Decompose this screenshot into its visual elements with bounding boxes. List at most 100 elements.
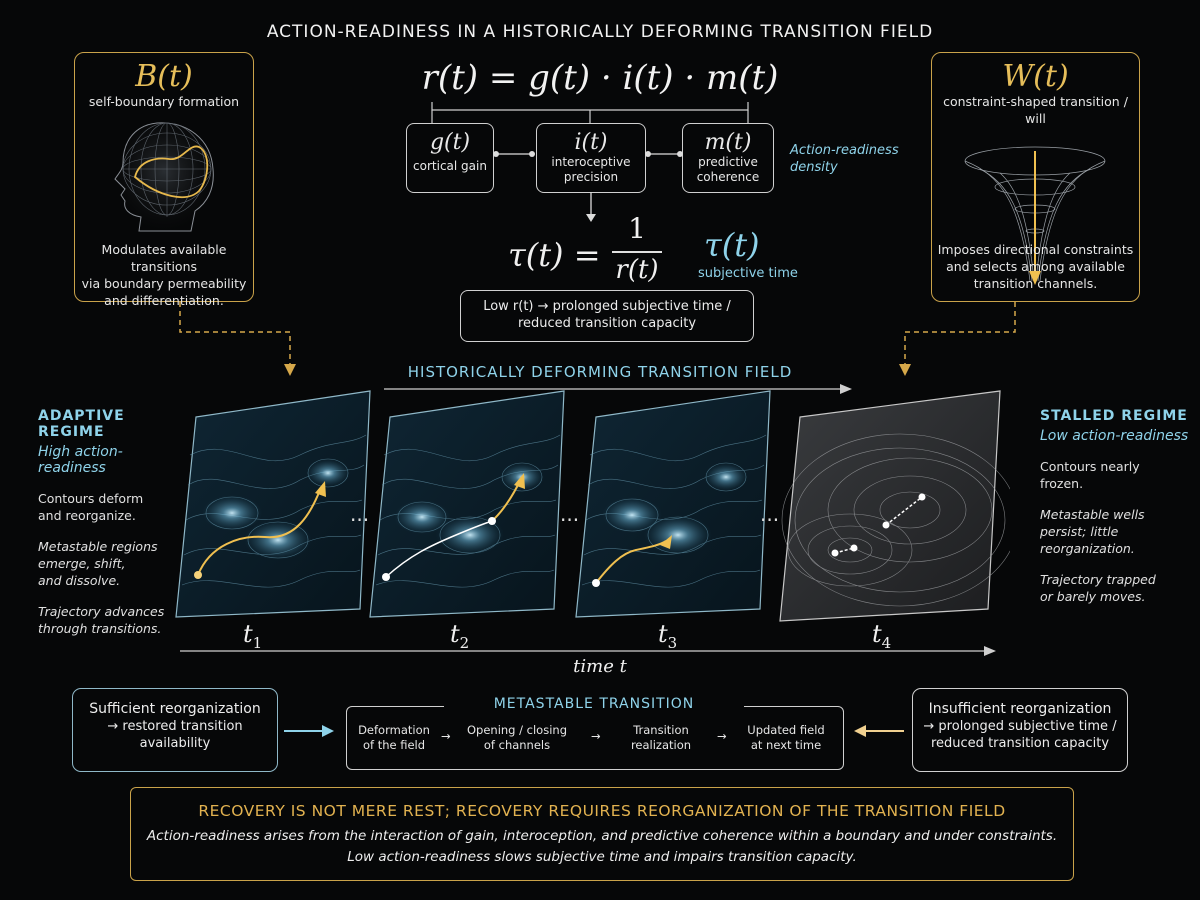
metastable-step-arrow: → bbox=[591, 729, 601, 743]
field-header-arrow bbox=[384, 384, 852, 394]
recovery-box: RECOVERY IS NOT MERE REST; RECOVERY REQU… bbox=[130, 787, 1074, 881]
coherence-label: predictive coherence bbox=[683, 155, 773, 185]
metastable-step-arrow: → bbox=[441, 729, 451, 743]
metastable-step-line: at next time bbox=[750, 738, 822, 752]
density-label-line: density bbox=[790, 160, 838, 175]
adaptive-item-line: Contours deform bbox=[38, 491, 144, 506]
metastable-step-arrow: → bbox=[717, 729, 727, 743]
stalled-item-line: Metastable wells bbox=[1040, 507, 1145, 522]
field-header: HISTORICALLY DEFORMING TRANSITION FIELD bbox=[407, 363, 793, 381]
insufficient-line: reduced transition capacity bbox=[930, 736, 1110, 751]
field-panel-t3 bbox=[575, 390, 771, 618]
funnel-icon bbox=[964, 146, 1106, 285]
tau-symbol: τ(t) bbox=[704, 226, 760, 264]
adaptive-item: Metastable regions emerge, shift, and di… bbox=[38, 538, 188, 589]
will-subtitle: constraint-shaped transition / will bbox=[932, 93, 1139, 127]
sufficient-line: availability bbox=[139, 736, 211, 751]
time-axis bbox=[180, 646, 996, 656]
stalled-item-line: frozen. bbox=[1040, 476, 1084, 491]
boundary-subtitle: self-boundary formation bbox=[88, 94, 240, 109]
sufficient-line: → restored transition bbox=[107, 719, 243, 734]
stalled-subtitle: Low action-readiness bbox=[1040, 428, 1189, 444]
stalled-item-line: Contours nearly bbox=[1040, 459, 1140, 474]
recovery-headline: RECOVERY IS NOT MERE REST; RECOVERY REQU… bbox=[198, 802, 1006, 820]
recovery-line: Action-readiness arises from the interac… bbox=[146, 828, 1058, 844]
time-index: 2 bbox=[459, 633, 470, 652]
panel-gap-dots: ··· bbox=[350, 508, 370, 532]
low-readiness-box: Low r(t) → prolonged subjective time / r… bbox=[460, 290, 754, 342]
adaptive-item-line: emerge, shift, bbox=[38, 556, 126, 571]
time-symbol: t bbox=[872, 620, 882, 648]
tau-denominator: r(t) bbox=[615, 255, 659, 285]
time-label-t3: t3 bbox=[658, 620, 677, 652]
gain-component: g(t) cortical gain bbox=[406, 123, 494, 193]
will-subtitle-line: will bbox=[1025, 111, 1046, 126]
adaptive-item: Trajectory advances through transitions. bbox=[38, 603, 188, 637]
sufficient-reorganization-box: Sufficient reorganization → restored tra… bbox=[72, 688, 278, 772]
metastable-step-line: Updated field bbox=[747, 723, 825, 737]
readiness-formula: r(t) = g(t) · i(t) · m(t) bbox=[421, 58, 779, 98]
metastable-step-line: of channels bbox=[483, 738, 551, 752]
time-symbol: t bbox=[450, 620, 460, 648]
coherence-label-line: predictive bbox=[698, 155, 758, 169]
will-desc-line: Imposes directional constraints bbox=[937, 242, 1134, 257]
adaptive-item: Contours deform and reorganize. bbox=[38, 490, 188, 524]
gain-symbol: g(t) bbox=[429, 130, 471, 155]
sufficient-line: Sufficient reorganization bbox=[89, 701, 261, 717]
time-symbol: t bbox=[658, 620, 668, 648]
stalled-item-line: Trajectory trapped bbox=[1040, 572, 1156, 587]
stalled-item: Contours nearly frozen. bbox=[1040, 458, 1190, 492]
will-symbol: W(t) bbox=[1002, 59, 1069, 94]
time-label-t1: t1 bbox=[243, 620, 262, 652]
time-axis-label: time t bbox=[573, 656, 627, 677]
stalled-heading: STALLED REGIME bbox=[1040, 408, 1188, 424]
adaptive-item-line: Metastable regions bbox=[38, 539, 158, 554]
self-boundary-box: B(t) self-boundary formation bbox=[74, 52, 254, 308]
density-label-line: Action-readiness bbox=[790, 143, 899, 158]
sufficient-arrow bbox=[284, 725, 334, 737]
formula-bracket bbox=[431, 102, 749, 124]
insufficient-reorganization-box: Insufficient reorganization → prolonged … bbox=[912, 688, 1128, 772]
coherence-component: m(t) predictive coherence bbox=[682, 123, 774, 193]
will-desc-line: and selects among available bbox=[946, 259, 1125, 274]
will-box: W(t) constraint-shaped transition / will bbox=[931, 52, 1140, 302]
metastable-step: Opening / closing of channels bbox=[459, 723, 575, 753]
panel-gap-dots: ··· bbox=[560, 508, 580, 532]
tau-numerator: 1 bbox=[628, 212, 646, 245]
time-index: 1 bbox=[252, 633, 263, 652]
interoception-label: interoceptive precision bbox=[537, 155, 645, 185]
time-label-t4: t4 bbox=[872, 620, 891, 652]
component-links bbox=[493, 151, 683, 157]
metastable-step: Deformation of the field bbox=[351, 723, 437, 753]
stalled-item: Trajectory trapped or barely moves. bbox=[1040, 571, 1190, 605]
coherence-symbol: m(t) bbox=[704, 130, 752, 155]
metastable-title: METASTABLE TRANSITION bbox=[444, 696, 744, 712]
insufficient-line: → prolonged subjective time / bbox=[923, 719, 1117, 734]
boundary-connector bbox=[179, 302, 296, 376]
will-desc-line: transition channels. bbox=[973, 276, 1098, 291]
stalled-item-line: persist; little bbox=[1040, 524, 1119, 539]
stalled-item-line: reorganization. bbox=[1040, 541, 1135, 556]
adaptive-item-line: Trajectory advances bbox=[38, 604, 165, 619]
time-label-t2: t2 bbox=[450, 620, 469, 652]
stalled-regime: STALLED REGIME Low action-readiness Cont… bbox=[1040, 408, 1190, 605]
field-panel-t2 bbox=[369, 390, 565, 618]
will-subtitle-line: constraint-shaped transition / bbox=[943, 94, 1128, 109]
formula-down-arrow bbox=[586, 192, 596, 222]
adaptive-regime: ADAPTIVE REGIME High action-readiness Co… bbox=[38, 408, 188, 637]
metastable-step: Updated field at next time bbox=[733, 723, 839, 753]
time-index: 4 bbox=[881, 633, 892, 652]
insufficient-line: Insufficient reorganization bbox=[928, 701, 1112, 717]
tau-label: subjective time bbox=[698, 266, 798, 281]
metastable-step-line: Opening / closing bbox=[466, 723, 567, 737]
head-wireframe-icon bbox=[114, 122, 214, 232]
field-panel-t4 bbox=[779, 390, 1010, 622]
adaptive-item-line: and dissolve. bbox=[38, 573, 121, 588]
metastable-step-line: realization bbox=[630, 738, 692, 752]
boundary-description: Modulates available transitions via boun… bbox=[75, 241, 253, 309]
boundary-symbol: B(t) bbox=[135, 59, 193, 94]
adaptive-item-line: and reorganize. bbox=[38, 508, 136, 523]
will-description: Imposes directional constraints and sele… bbox=[932, 241, 1139, 292]
time-index: 3 bbox=[667, 633, 678, 652]
